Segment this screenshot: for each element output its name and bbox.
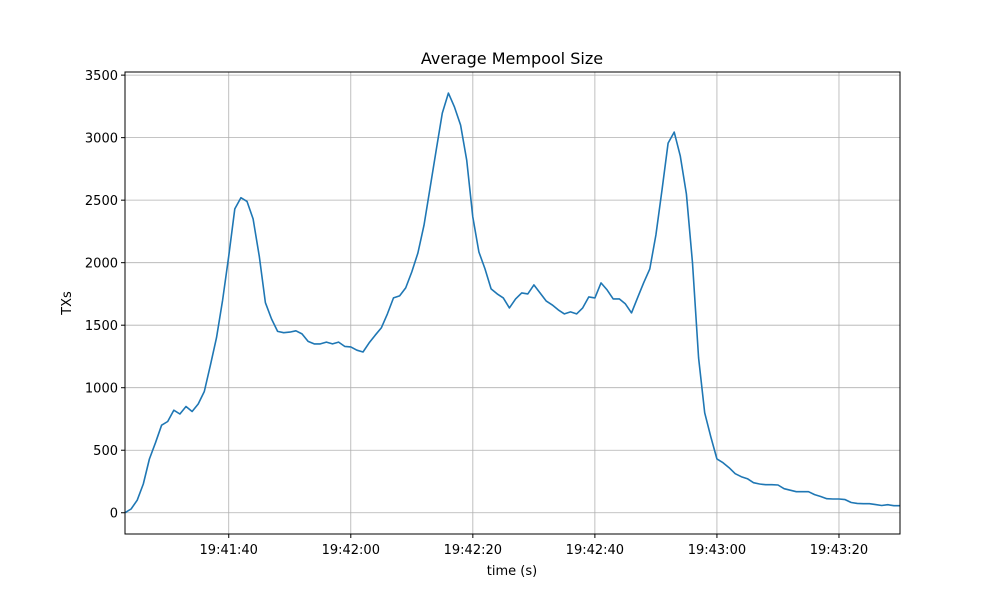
y-tick-label: 500 (93, 444, 118, 459)
x-tick-label: 19:43:00 (688, 543, 746, 558)
y-tick-label: 0 (110, 507, 118, 522)
x-tick-label: 19:43:20 (810, 543, 868, 558)
y-tick-label: 2500 (85, 194, 118, 209)
y-tick-label: 1000 (85, 382, 118, 397)
x-tick-label: 19:42:20 (444, 543, 502, 558)
plot-frame (124, 71, 901, 535)
x-axis-label: time (s) (487, 564, 537, 579)
series-line (124, 92, 900, 514)
x-axis: 19:41:40 19:42:00 19:42:20 19:42:40 19:43:00… (200, 534, 868, 558)
chart-title: Average Mempool Size (421, 49, 603, 68)
y-axis: 0 500 1000 1500 2000 2500 3000 3500 (85, 69, 125, 522)
y-tick-label: 2000 (85, 257, 118, 272)
y-tick-label: 3500 (85, 69, 118, 84)
y-tick-label: 3000 (85, 132, 118, 147)
x-tick-label: 19:42:40 (566, 543, 624, 558)
y-tick-label: 1500 (85, 319, 118, 334)
x-tick-label: 19:41:40 (200, 543, 258, 558)
y-axis-label: TXs (60, 291, 75, 316)
x-tick-label: 19:42:00 (322, 543, 380, 558)
